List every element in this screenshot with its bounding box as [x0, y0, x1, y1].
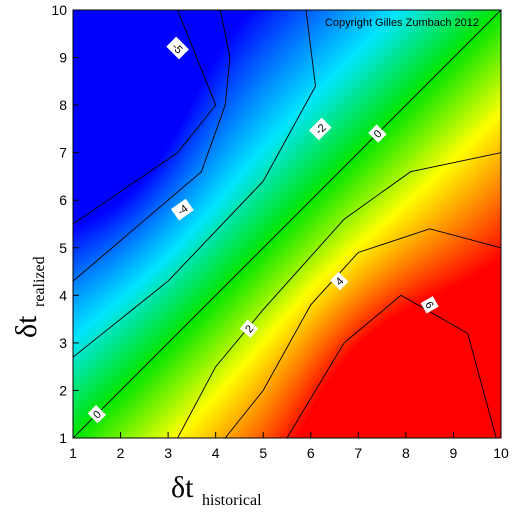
- contour-label: -4: [171, 198, 194, 221]
- contour-label-bg: [368, 124, 387, 143]
- x-axis-label: δt historical: [171, 471, 262, 509]
- x-tick-label: 2: [117, 445, 125, 461]
- contour-labels: -5 -4 -2 0 0 2 4 6: [87, 36, 439, 424]
- x-axis-label-subscript: historical: [202, 492, 262, 509]
- y-tick-label: 3: [59, 335, 67, 351]
- x-tick-label: 7: [354, 445, 362, 461]
- contour-line-neg2: [73, 10, 316, 358]
- contour-label: -2: [308, 117, 332, 141]
- contour-label-bg: [308, 117, 332, 141]
- contour-label-bg: [171, 198, 194, 221]
- contour-label: 0: [87, 405, 106, 424]
- y-tick-label: 4: [59, 287, 67, 303]
- contour-line-2: [177, 152, 501, 438]
- contour-line-neg5: [73, 10, 217, 225]
- y-tick-label: 1: [59, 430, 67, 446]
- x-tick-label: 3: [164, 445, 172, 461]
- contour-label-bg: [330, 271, 349, 291]
- y-axis-label-subscript: realized: [31, 256, 48, 307]
- contour-label: 0: [368, 124, 387, 143]
- x-tick-label: 10: [493, 445, 509, 461]
- y-tick-label: 2: [59, 382, 67, 398]
- plot-frame: [72, 9, 502, 439]
- x-tick-label: 9: [450, 445, 458, 461]
- x-axis-label-symbol: δt: [171, 471, 194, 504]
- contour-label: -5: [166, 36, 189, 60]
- contour-label: 2: [239, 319, 259, 338]
- copyright-annotation: Copyright Gilles Zumbach 2012: [325, 17, 479, 29]
- y-axis-ticks: 1 2 3 4 5 6 7 8 9 10: [51, 2, 79, 446]
- plot-area: -5 -4 -2 0 0 2 4 6: [73, 10, 501, 438]
- x-tick-label: 1: [69, 445, 77, 461]
- contour-label-bg: [87, 405, 106, 424]
- contour-label-text: 6: [422, 300, 435, 311]
- x-tick-label: 8: [402, 445, 410, 461]
- contour-line-0: [73, 10, 501, 438]
- contour-label-bg: [420, 296, 439, 314]
- x-axis-ticks: 1 2 3 4 5 6 7 8 9 10: [69, 432, 509, 461]
- y-tick-label: 5: [59, 240, 67, 256]
- y-tick-label: 7: [59, 145, 67, 161]
- y-axis-label: δt realized: [10, 256, 48, 338]
- y-tick-label: 6: [59, 192, 67, 208]
- y-tick-label: 8: [59, 97, 67, 113]
- y-tick-label: 9: [59, 50, 67, 66]
- x-tick-label: 6: [307, 445, 315, 461]
- contour-label: 6: [420, 296, 439, 314]
- x-tick-label: 5: [259, 445, 267, 461]
- y-tick-label: 10: [51, 2, 67, 18]
- contour-line-6: [286, 294, 497, 438]
- contour-label-bg: [239, 319, 259, 338]
- x-tick-label: 4: [212, 445, 220, 461]
- y-axis-label-symbol: δt: [10, 315, 43, 338]
- contour-label-bg: [166, 36, 189, 60]
- contour-line-neg4: [73, 10, 231, 282]
- contour-label: 4: [330, 271, 349, 291]
